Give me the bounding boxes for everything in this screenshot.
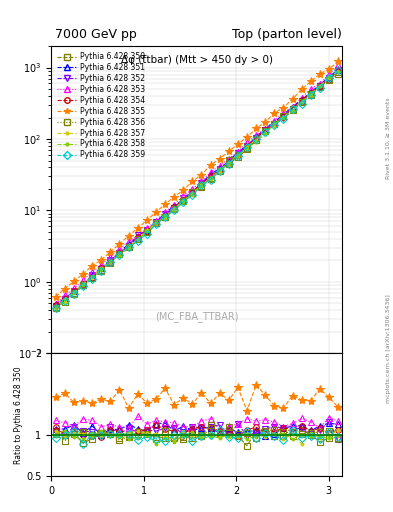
Text: Top (parton level): Top (parton level) xyxy=(232,28,342,41)
Text: Rivet 3.1.10, ≥ 3M events: Rivet 3.1.10, ≥ 3M events xyxy=(386,97,391,179)
Text: Δφ (t̅tbar) (Mtt > 450 dy > 0): Δφ (t̅tbar) (Mtt > 450 dy > 0) xyxy=(121,55,272,66)
Legend: Pythia 6.428 350, Pythia 6.428 351, Pythia 6.428 352, Pythia 6.428 353, Pythia 6: Pythia 6.428 350, Pythia 6.428 351, Pyth… xyxy=(55,50,147,162)
Text: mcplots.cern.ch [arXiv:1306.3436]: mcplots.cern.ch [arXiv:1306.3436] xyxy=(386,294,391,402)
Text: 7000 GeV pp: 7000 GeV pp xyxy=(55,28,137,41)
Text: (MC_FBA_TTBAR): (MC_FBA_TTBAR) xyxy=(155,311,238,322)
Y-axis label: Ratio to Pythia 6.428 350: Ratio to Pythia 6.428 350 xyxy=(14,366,23,463)
